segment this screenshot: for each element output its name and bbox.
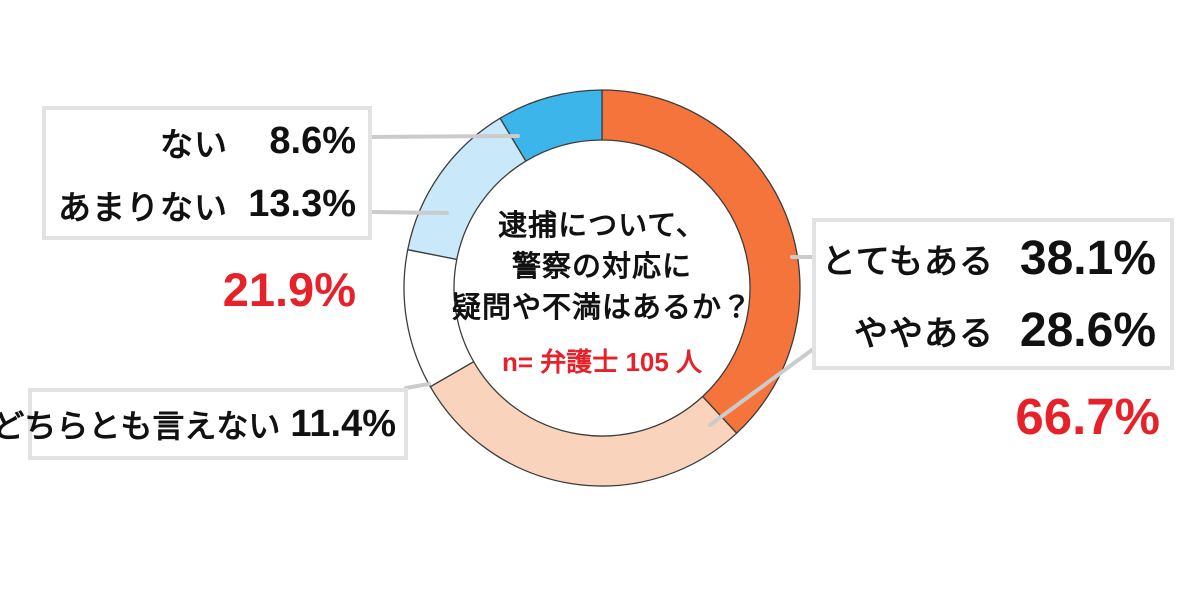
legend-value-nai: 8.6%	[269, 120, 356, 162]
donut-segment-4	[499, 89, 603, 162]
legend-row-yayaaru: ややある 28.6%	[816, 294, 1156, 366]
legend-box-neutral: どちらとも言えない 11.4%	[0, 388, 408, 460]
legend-value-dochiratomo: 11.4%	[290, 402, 396, 445]
title-line-1: 逮捕について、	[498, 210, 706, 242]
title-line-3: 疑問や不満はあるか？	[452, 292, 753, 324]
leader-line-yayaaru	[708, 342, 822, 427]
leader-lines	[369, 134, 822, 427]
leader-line-amarinai	[369, 210, 449, 215]
legend-box-yes-group: とてもある 38.1% ややある 28.6%	[812, 218, 1174, 370]
legend-label-dochiratomo: どちらとも言えない	[0, 408, 281, 444]
legend-label-amarinai: あまりない	[58, 188, 228, 226]
group-total-yes: 66.7%	[1015, 388, 1160, 445]
sample-size-note: n= 弁護士 105 人	[501, 347, 703, 377]
leader-line-nai	[369, 134, 520, 139]
chart-center-title: 逮捕について、 警察の対応に 疑問や不満はあるか？ n= 弁護士 105 人	[452, 206, 752, 379]
legend-value-yayaaru: 28.6%	[1019, 303, 1156, 357]
legend-row-nai: ない 8.6%	[46, 110, 356, 173]
legend-row-totemoaru: とてもある 38.1%	[816, 222, 1156, 294]
legend-box-no-group: ない 8.6% あまりない 13.3%	[42, 106, 372, 240]
legend-label-yayaaru: ややある	[854, 314, 994, 353]
donut-segment-0	[601, 89, 801, 434]
legend-value-amarinai: 13.3%	[248, 183, 356, 225]
legend-label-totemoaru: とてもある	[821, 242, 994, 281]
legend-value-totemoaru: 38.1%	[1019, 231, 1156, 285]
group-total-no: 21.9%	[222, 263, 356, 316]
legend-row-dochiratomo: どちらとも言えない 11.4%	[0, 392, 396, 456]
donut-segment-1	[429, 361, 738, 487]
legend-row-amarinai: あまりない 13.3%	[46, 173, 356, 236]
donut-segments	[403, 89, 801, 487]
leader-line-dochiratomo	[404, 382, 431, 390]
title-line-2: 警察の対応に	[511, 251, 692, 283]
legend-label-nai: ない	[160, 125, 228, 163]
